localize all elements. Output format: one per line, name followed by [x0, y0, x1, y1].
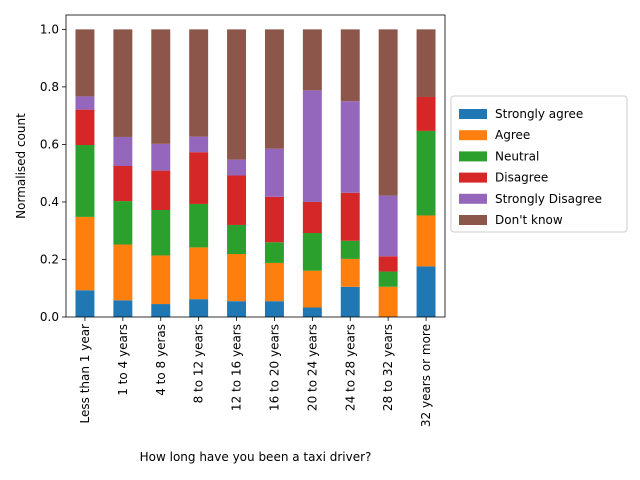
bar-segment-agree-6	[302, 270, 322, 308]
x-tick-label: Less than 1 year	[78, 324, 92, 424]
bar-segment-agree-0	[75, 216, 95, 291]
y-tick-label: 0.6	[40, 137, 59, 151]
bar-segment-neutral-5	[264, 242, 284, 263]
bar-segment-agree-7	[340, 258, 360, 287]
bar-segment-agree-2	[151, 255, 171, 305]
bar-segment-don-t-know-1	[113, 29, 133, 137]
bar-segment-don-t-know-9	[416, 29, 436, 97]
bar-segment-disagree-9	[416, 96, 436, 131]
bar-segment-don-t-know-0	[75, 29, 95, 97]
bar-segment-don-t-know-4	[227, 29, 247, 160]
plot-frame	[65, 14, 446, 318]
bar-segment-don-t-know-8	[378, 29, 398, 196]
x-tick-label: 32 years or more	[419, 324, 433, 427]
bar-segment-neutral-8	[378, 271, 398, 287]
legend: Strongly agree Agree Neutral Disagree Strong…	[450, 95, 628, 233]
y-tick-label: 0.8	[40, 80, 59, 94]
bar-segment-agree-8	[378, 286, 398, 317]
bar-segment-don-t-know-7	[340, 29, 360, 102]
y-tick-label: 0.0	[40, 310, 59, 324]
bar-segment-strongly-agree-1	[113, 300, 133, 317]
bar-segment-strongly-disagree-1	[113, 136, 133, 166]
bar-segment-disagree-6	[302, 201, 322, 234]
x-tick-label: 20 to 24 years	[305, 324, 319, 411]
legend-label: Neutral	[495, 149, 539, 163]
bar-segment-disagree-3	[189, 152, 209, 204]
bar-segment-strongly-agree-5	[264, 301, 284, 317]
bar-segment-strongly-agree-6	[302, 307, 322, 317]
bar-segment-disagree-5	[264, 196, 284, 243]
bar-segment-neutral-1	[113, 201, 133, 245]
x-tick-label: 28 to 32 years	[381, 324, 395, 411]
bar-segment-don-t-know-2	[151, 29, 171, 144]
bar-segment-agree-5	[264, 262, 284, 302]
bar-segment-strongly-agree-2	[151, 304, 171, 317]
bar-segment-strongly-disagree-3	[189, 136, 209, 153]
legend-swatch	[459, 109, 487, 119]
legend-swatch	[459, 151, 487, 162]
bar-segment-strongly-agree-9	[416, 266, 436, 317]
legend-label: Don't know	[495, 213, 563, 227]
x-tick-label: 8 to 12 years	[192, 324, 206, 403]
y-axis: 0.0 0.2 0.4 0.6 0.8 1.0	[40, 22, 66, 324]
bar-segment-strongly-disagree-5	[264, 148, 284, 197]
bar-segment-neutral-2	[151, 210, 171, 256]
bar-segment-neutral-3	[189, 203, 209, 248]
bar-segment-neutral-7	[340, 240, 360, 259]
bars-layer	[75, 29, 436, 317]
legend-swatch	[459, 193, 487, 204]
x-tick-label: 16 to 20 years	[267, 324, 281, 411]
bar-segment-strongly-agree-0	[75, 290, 95, 317]
legend-label: Strongly agree	[495, 107, 583, 121]
bar-segment-neutral-0	[75, 145, 95, 217]
y-tick-label: 0.4	[40, 195, 59, 209]
bar-segment-strongly-disagree-7	[340, 101, 360, 193]
bar-segment-don-t-know-6	[302, 29, 322, 91]
bar-segment-neutral-6	[302, 233, 322, 271]
x-tick-label: 24 to 28 years	[343, 324, 357, 411]
bar-segment-agree-3	[189, 247, 209, 300]
bar-segment-agree-1	[113, 244, 133, 301]
legend-swatch	[459, 172, 487, 183]
bar-segment-don-t-know-3	[189, 29, 209, 137]
legend-label: Disagree	[495, 171, 548, 185]
x-tick-label: 4 to 8 yeras	[154, 324, 168, 396]
bar-segment-disagree-1	[113, 166, 133, 202]
bar-segment-strongly-disagree-6	[302, 90, 322, 202]
bar-segment-agree-9	[416, 215, 436, 267]
bar-segment-don-t-know-5	[264, 29, 284, 149]
bar-segment-strongly-disagree-2	[151, 143, 171, 171]
bar-segment-disagree-7	[340, 192, 360, 241]
legend-label: Agree	[495, 128, 530, 142]
legend-swatch	[459, 130, 487, 141]
x-axis-label: How long have you been a taxi driver?	[140, 450, 372, 464]
bar-segment-strongly-disagree-0	[75, 96, 95, 110]
bar-segment-strongly-agree-7	[340, 286, 360, 317]
legend-box	[450, 95, 628, 233]
legend-label: Strongly Disagree	[495, 192, 602, 206]
bar-segment-neutral-4	[227, 224, 247, 255]
legend-swatch	[459, 215, 487, 225]
bar-segment-agree-4	[227, 254, 247, 302]
bar-segment-disagree-4	[227, 175, 247, 225]
y-tick-label: 1.0	[40, 22, 59, 36]
bar-segment-strongly-disagree-8	[378, 195, 398, 257]
bar-segment-disagree-0	[75, 109, 95, 146]
bar-segment-strongly-disagree-4	[227, 159, 247, 176]
bar-segment-strongly-agree-4	[227, 301, 247, 317]
bar-segment-disagree-8	[378, 256, 398, 272]
x-tick-label: 1 to 4 years	[116, 324, 130, 396]
x-axis: Less than 1 year 1 to 4 years 4 to 8 yeras…	[78, 317, 433, 427]
bar-segment-neutral-9	[416, 130, 436, 216]
bar-segment-strongly-agree-3	[189, 299, 209, 317]
bar-segment-disagree-2	[151, 170, 171, 210]
x-tick-label: 12 to 16 years	[230, 324, 244, 411]
y-tick-label: 0.2	[40, 252, 59, 266]
y-axis-label: Normalised count	[14, 113, 28, 219]
